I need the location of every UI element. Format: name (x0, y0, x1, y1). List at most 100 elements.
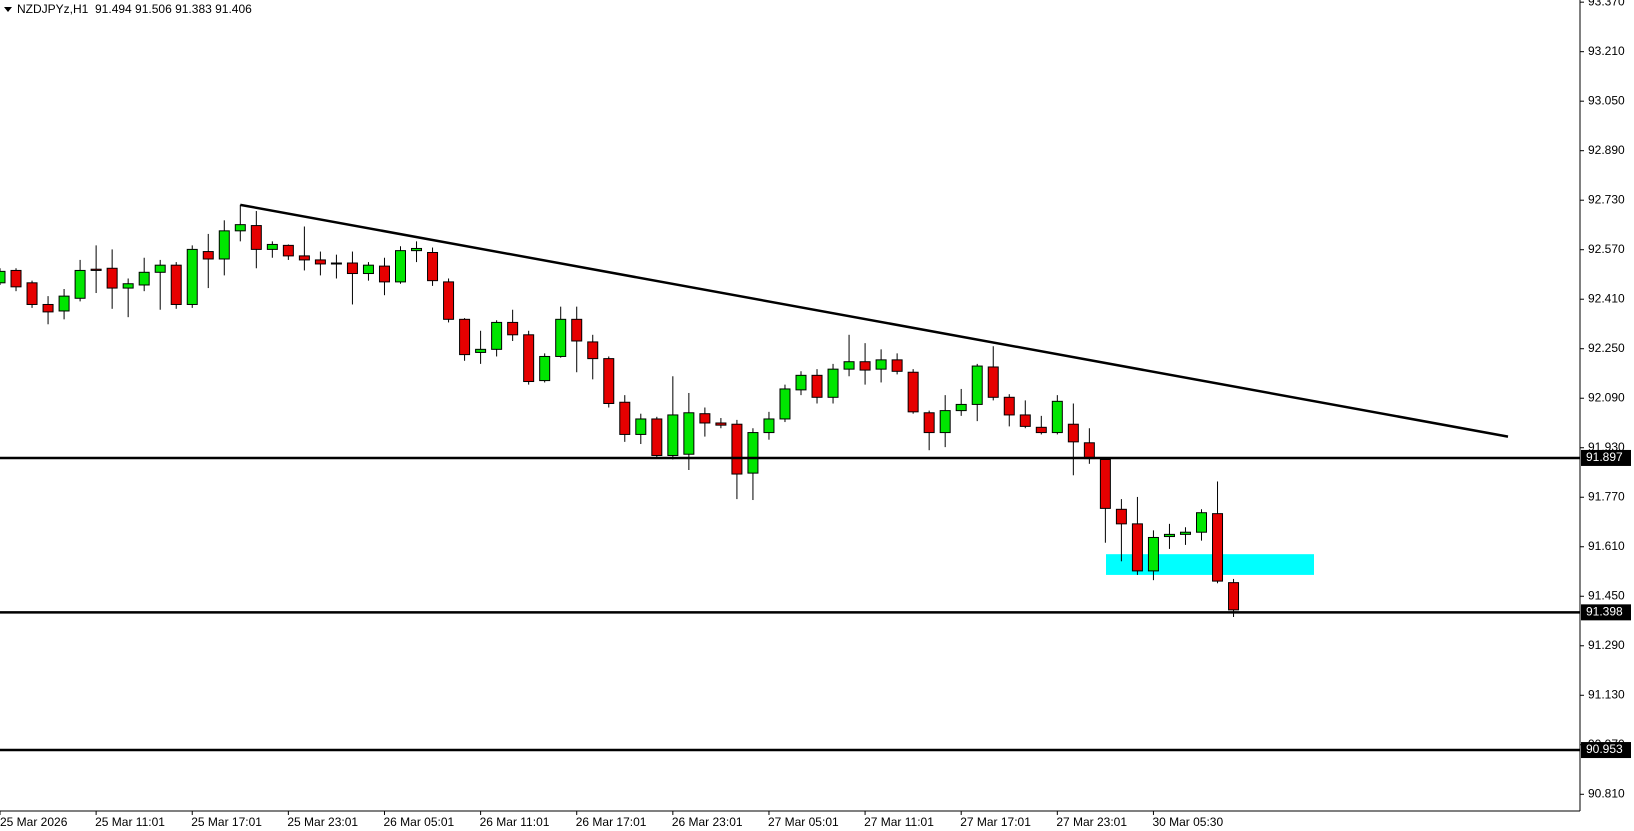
candle-body (138, 271, 150, 286)
candle-body (699, 413, 711, 424)
x-tick-label: 26 Mar 05:01 (383, 815, 454, 829)
candle-body (170, 264, 182, 305)
y-tick-label: 91.770 (1588, 489, 1625, 503)
candle-body (10, 269, 22, 288)
level-label: 91.897 (1586, 450, 1623, 464)
candle-body (843, 361, 855, 370)
candle-body (571, 318, 583, 342)
candle-body (42, 303, 54, 313)
candle-body (731, 423, 743, 475)
y-tick-label: 92.730 (1588, 192, 1625, 206)
candle-body (1003, 396, 1015, 416)
candle-body (74, 269, 86, 299)
y-tick-label: 92.570 (1588, 242, 1625, 256)
y-tick-label: 92.890 (1588, 143, 1625, 157)
y-tick-label: 93.050 (1588, 93, 1625, 107)
candle-body (90, 268, 102, 271)
candle-body (811, 374, 823, 398)
candle-body (715, 422, 727, 426)
candle-body (362, 264, 374, 275)
candle-body (0, 270, 6, 284)
candle-body (667, 414, 679, 456)
candle-body (507, 321, 519, 336)
candle-body (491, 321, 503, 350)
candle-body (619, 401, 631, 435)
candle-body (298, 255, 310, 261)
candle-body (395, 250, 406, 283)
y-tick-label: 90.810 (1588, 786, 1625, 800)
x-tick-label: 26 Mar 11:01 (480, 815, 550, 829)
candle-body (1212, 513, 1224, 582)
x-tick-label: 25 Mar 2026 (0, 815, 68, 829)
candle-body (1083, 442, 1095, 460)
chart-title: NZDJPYz,H1 91.494 91.506 91.383 91.406 (17, 2, 252, 16)
candle-body (122, 283, 134, 289)
candle-body (1051, 400, 1063, 434)
candle-body (635, 418, 647, 435)
candle-body (154, 264, 166, 273)
candle-body (250, 225, 262, 250)
candle-body (443, 281, 455, 320)
level-label-box (1581, 449, 1631, 466)
candle-body (1067, 423, 1079, 443)
candle-body (1147, 536, 1159, 572)
candle-body (875, 359, 887, 370)
candle-body (234, 224, 246, 232)
candle-body (1196, 512, 1207, 533)
candle-body (859, 361, 871, 371)
candle-body (1019, 414, 1031, 427)
candle-body (971, 365, 983, 405)
level-label: 90.953 (1586, 742, 1623, 756)
level-label: 91.398 (1586, 605, 1623, 619)
candle-body (987, 366, 999, 398)
candle-body (523, 334, 535, 383)
x-tick-label: 27 Mar 11:01 (864, 815, 934, 829)
level-label-box (1581, 604, 1631, 621)
candle-body (1099, 458, 1111, 509)
y-tick-label: 92.410 (1588, 291, 1625, 305)
candle-body (651, 418, 663, 456)
x-tick-label: 26 Mar 23:01 (672, 815, 743, 829)
y-tick-label: 93.210 (1588, 44, 1625, 58)
candle-body (1115, 508, 1127, 525)
candle-body (106, 267, 118, 289)
candle-body (603, 358, 615, 404)
candle-body (923, 412, 935, 434)
candle-body (1179, 531, 1191, 535)
candle-body (907, 371, 919, 413)
candle-body (411, 247, 423, 252)
x-tick-label: 30 Mar 05:30 (1152, 815, 1223, 829)
y-tick-label: 91.450 (1588, 588, 1625, 602)
candle-body (26, 282, 38, 305)
candle-body (763, 418, 775, 434)
candle-body (202, 251, 214, 260)
candle-body (346, 262, 358, 275)
y-tick-label: 91.290 (1588, 638, 1625, 652)
x-tick-label: 25 Mar 17:01 (191, 815, 262, 829)
candle-body (459, 318, 471, 356)
candle-body (282, 244, 294, 257)
y-tick-label: 92.090 (1588, 390, 1625, 404)
x-tick-label: 25 Mar 11:01 (95, 815, 165, 829)
candle-body (795, 374, 807, 391)
candle-body (955, 403, 967, 412)
candle-body (827, 368, 839, 398)
level-label-box (1581, 742, 1631, 759)
menu-arrow[interactable] (4, 7, 12, 12)
candle-body (747, 432, 759, 474)
y-tick-label: 91.130 (1588, 687, 1625, 701)
candle-body (1035, 426, 1047, 434)
y-tick-label: 91.610 (1588, 539, 1625, 553)
y-tick-label: 92.250 (1588, 341, 1625, 355)
x-tick-label: 27 Mar 05:01 (768, 815, 839, 829)
candle-body (186, 248, 198, 305)
candle-body (683, 412, 695, 455)
candle-body (779, 388, 791, 420)
candle-body (58, 295, 70, 312)
y-tick-label: 93.370 (1588, 0, 1625, 8)
x-tick-label: 26 Mar 17:01 (576, 815, 647, 829)
candle-body (218, 230, 230, 260)
candle-body (555, 318, 567, 357)
